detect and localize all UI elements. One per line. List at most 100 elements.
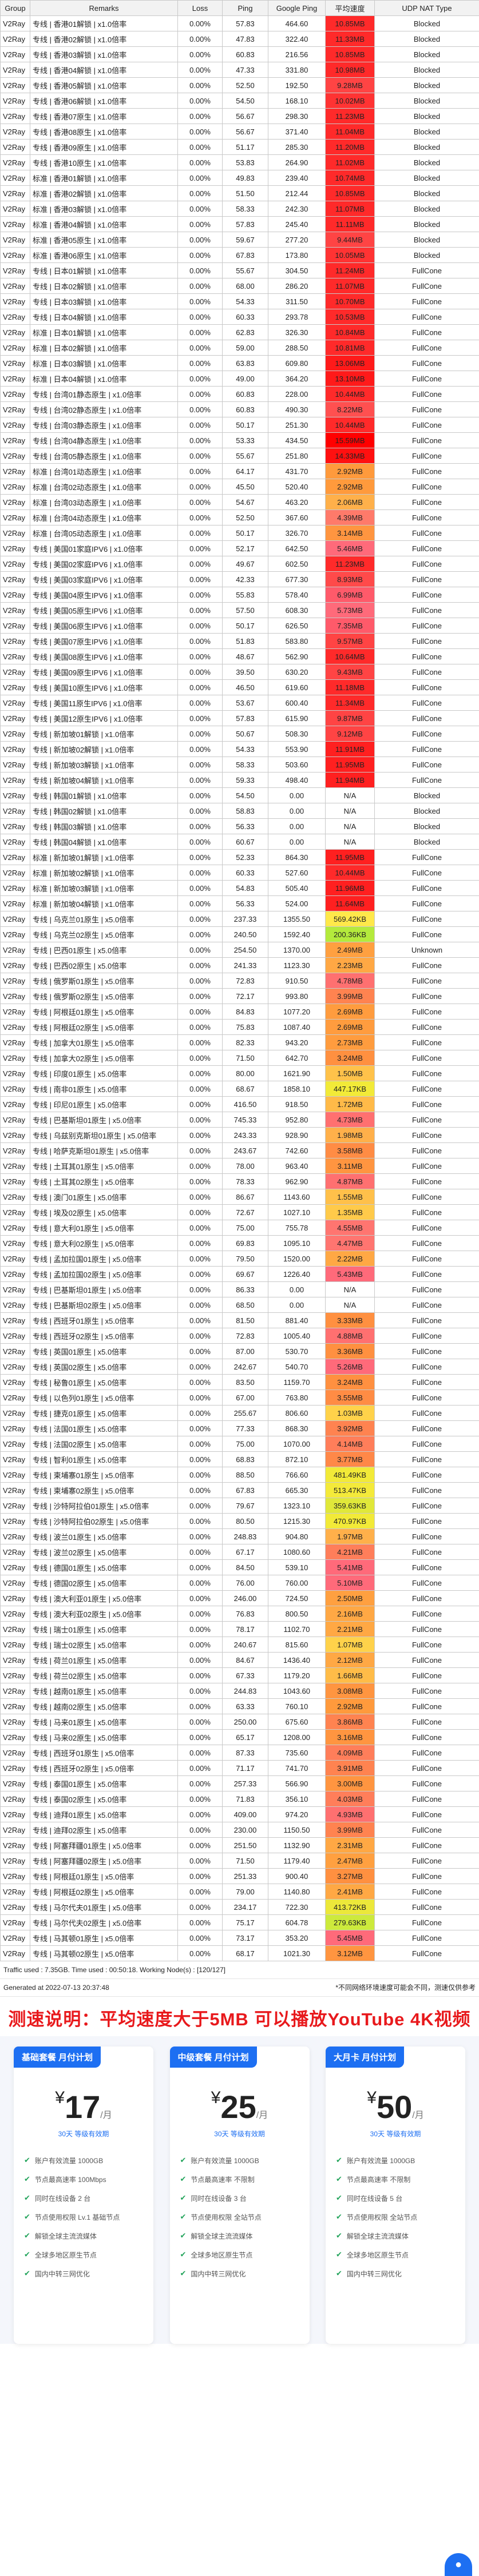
udp-nat-cell: FullCone <box>374 957 479 973</box>
avg-speed-cell: 8.22MB <box>325 401 375 417</box>
loss-cell: 0.00% <box>177 1714 223 1730</box>
loss-cell: 0.00% <box>177 77 223 93</box>
avg-speed-cell: 3.12MB <box>325 1945 375 1961</box>
table-row: V2Ray 专线 | 俄罗斯02原生 | x5.0倍率 0.00% 72.17 993.… <box>0 988 479 1004</box>
remarks-cell: 专线 | 越南01原生 | x5.0倍率 <box>30 1683 178 1699</box>
avg-speed-cell: 11.91MB <box>325 741 375 757</box>
ping-cell: 745.33 <box>222 1112 268 1128</box>
ping-cell: 76.00 <box>222 1575 268 1591</box>
remarks-cell: 标准 | 台湾02动态原生 | x1.0倍率 <box>30 479 178 495</box>
ping-cell: 51.83 <box>222 633 268 649</box>
group-cell: V2Ray <box>0 695 30 711</box>
udp-nat-cell: FullCone <box>374 849 479 865</box>
ping-cell: 81.50 <box>222 1312 268 1328</box>
remarks-cell: 专线 | 孟加拉国02原生 | x5.0倍率 <box>30 1266 178 1282</box>
group-cell: V2Ray <box>0 587 30 603</box>
plan-card[interactable]: 大月卡 月付计划 ¥50/月 30天 等级有效期 ✔ 账户有效流量 1000GB ✔ 节点最… <box>326 2047 465 2344</box>
google-ping-cell: 530.70 <box>268 1343 326 1359</box>
group-cell: V2Ray <box>0 1544 30 1560</box>
chat-bubble-icon[interactable]: ● <box>445 2553 472 2576</box>
loss-cell: 0.00% <box>177 926 223 942</box>
loss-cell: 0.00% <box>177 1729 223 1745</box>
avg-speed-cell: 10.74MB <box>325 170 375 186</box>
google-ping-cell: 524.00 <box>268 895 326 911</box>
remarks-cell: 专线 | 香港08原生 | x1.0倍率 <box>30 124 178 140</box>
avg-speed-cell: 2.69MB <box>325 1019 375 1035</box>
loss-cell: 0.00% <box>177 108 223 124</box>
group-cell: V2Ray <box>0 540 30 556</box>
group-cell: V2Ray <box>0 355 30 371</box>
table-row: V2Ray 标准 | 香港05原生 | x1.0倍率 0.00% 59.67 277.2… <box>0 232 479 248</box>
ping-cell: 54.67 <box>222 494 268 510</box>
remarks-cell: 标准 | 香港03解锁 | x1.0倍率 <box>30 201 178 217</box>
remarks-cell: 专线 | 香港02解锁 | x1.0倍率 <box>30 31 178 47</box>
udp-nat-cell: FullCone <box>374 1374 479 1390</box>
group-cell: V2Ray <box>0 525 30 541</box>
table-row: V2Ray 专线 | 乌克兰02原生 | x5.0倍率 0.00% 240.50 159… <box>0 926 479 942</box>
google-ping-cell: 677.30 <box>268 571 326 587</box>
avg-speed-cell: 3.00MB <box>325 1775 375 1791</box>
google-ping-cell: 626.50 <box>268 618 326 634</box>
group-cell: V2Ray <box>0 15 30 31</box>
table-row: V2Ray 专线 | 阿根廷01原生 | x5.0倍率 0.00% 251.33 900… <box>0 1868 479 1884</box>
loss-cell: 0.00% <box>177 540 223 556</box>
check-circle-icon: ✔ <box>180 2212 187 2221</box>
group-cell: V2Ray <box>0 1328 30 1344</box>
avg-speed-cell: 11.02MB <box>325 154 375 170</box>
group-cell: V2Ray <box>0 124 30 140</box>
google-ping-cell: 251.30 <box>268 417 326 433</box>
table-row: V2Ray 专线 | 乌兹别克斯坦01原生 | x5.0倍率 0.00% 243.33… <box>0 1127 479 1143</box>
table-row: V2Ray 专线 | 新加坡03解锁 | x1.0倍率 0.00% 58.33 503.… <box>0 757 479 773</box>
loss-cell: 0.00% <box>177 509 223 525</box>
remarks-cell: 专线 | 马来02原生 | x5.0倍率 <box>30 1729 178 1745</box>
ping-cell: 244.83 <box>222 1683 268 1699</box>
col-header-remarks: Remarks <box>30 0 178 16</box>
loss-cell: 0.00% <box>177 988 223 1004</box>
udp-nat-cell: Blocked <box>374 818 479 834</box>
group-cell: V2Ray <box>0 1173 30 1189</box>
ping-cell: 84.83 <box>222 1004 268 1020</box>
group-cell: V2Ray <box>0 1791 30 1807</box>
table-row: V2Ray 专线 | 瑞士02原生 | x5.0倍率 0.00% 240.67 815.… <box>0 1637 479 1653</box>
group-cell: V2Ray <box>0 648 30 664</box>
udp-nat-cell: FullCone <box>374 1513 479 1529</box>
loss-cell: 0.00% <box>177 741 223 757</box>
table-row: V2Ray 标准 | 香港06原生 | x1.0倍率 0.00% 67.83 173.8… <box>0 247 479 263</box>
google-ping-cell: 642.50 <box>268 540 326 556</box>
udp-nat-cell: FullCone <box>374 1775 479 1791</box>
ping-cell: 54.33 <box>222 293 268 309</box>
group-cell: V2Ray <box>0 417 30 433</box>
table-row: V2Ray 专线 | 阿根廷02原生 | x5.0倍率 0.00% 75.83 1087… <box>0 1019 479 1035</box>
group-cell: V2Ray <box>0 803 30 819</box>
table-row: V2Ray 专线 | 乌克兰01原生 | x5.0倍率 0.00% 237.33 135… <box>0 911 479 927</box>
avg-speed-cell: 3.99MB <box>325 1822 375 1838</box>
google-ping-cell: 527.60 <box>268 865 326 881</box>
loss-cell: 0.00% <box>177 556 223 572</box>
table-row: V2Ray 专线 | 波兰01原生 | x5.0倍率 0.00% 248.83 904.… <box>0 1528 479 1544</box>
ping-cell: 67.17 <box>222 1544 268 1560</box>
loss-cell: 0.00% <box>177 170 223 186</box>
google-ping-cell: 0.00 <box>268 818 326 834</box>
plan-feature-item: ✔ 全球多地区原生节点 <box>336 2250 455 2260</box>
avg-speed-cell: 10.44MB <box>325 417 375 433</box>
table-row: V2Ray 专线 | 捷克01原生 | x5.0倍率 0.00% 255.67 806.… <box>0 1405 479 1421</box>
loss-cell: 0.00% <box>177 726 223 742</box>
avg-speed-cell: 10.44MB <box>325 386 375 402</box>
group-cell: V2Ray <box>0 1822 30 1838</box>
check-circle-icon: ✔ <box>180 2250 187 2259</box>
ping-cell: 68.00 <box>222 278 268 294</box>
plan-card[interactable]: 中级套餐 月付计划 ¥25/月 30天 等级有效期 ✔ 账户有效流量 1000GB ✔ 节点… <box>169 2047 310 2344</box>
udp-nat-cell: FullCone <box>374 618 479 634</box>
avg-speed-cell: 13.10MB <box>325 371 375 387</box>
google-ping-cell: 1027.10 <box>268 1204 326 1220</box>
ping-cell: 52.50 <box>222 77 268 93</box>
udp-nat-cell: FullCone <box>374 417 479 433</box>
table-row: V2Ray 专线 | 以色列01原生 | x5.0倍率 0.00% 67.00 763.… <box>0 1389 479 1406</box>
remarks-cell: 专线 | 秘鲁01原生 | x5.0倍率 <box>30 1374 178 1390</box>
avg-speed-cell: 11.94MB <box>325 772 375 788</box>
table-row: V2Ray 专线 | 马来01原生 | x5.0倍率 0.00% 250.00 675.… <box>0 1714 479 1730</box>
google-ping-cell: 228.00 <box>268 386 326 402</box>
ping-cell: 250.00 <box>222 1714 268 1730</box>
plan-card[interactable]: 基础套餐 月付计划 ¥17/月 30天 等级有效期 ✔ 账户有效流量 1000GB ✔ 节点… <box>14 2047 153 2344</box>
remarks-cell: 专线 | 加拿大02原生 | x5.0倍率 <box>30 1050 178 1066</box>
